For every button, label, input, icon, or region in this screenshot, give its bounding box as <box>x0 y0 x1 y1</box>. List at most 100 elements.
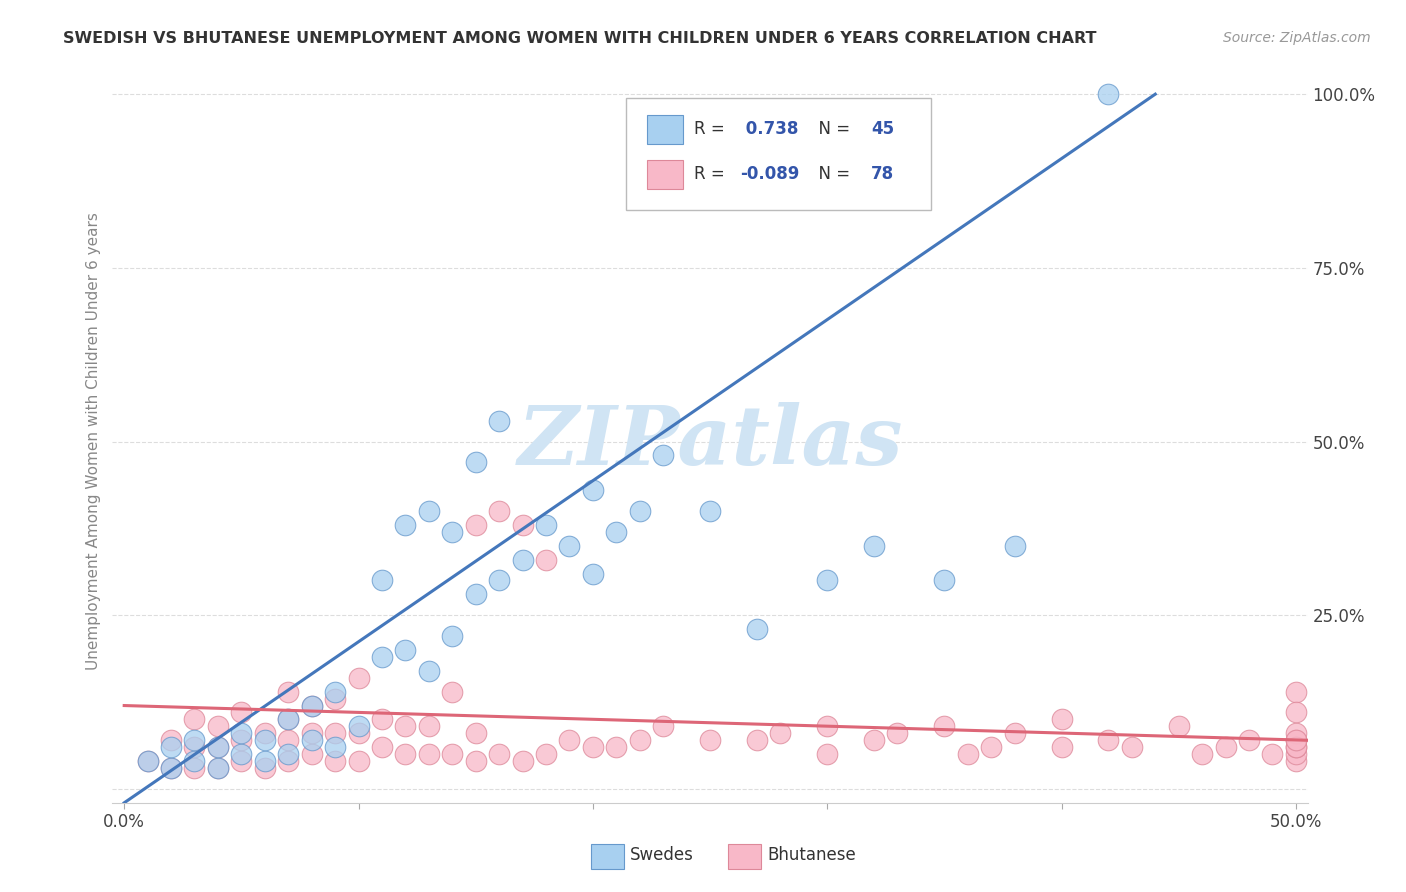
Point <box>464 587 486 601</box>
Point <box>418 747 440 761</box>
Text: Swedes: Swedes <box>630 846 693 863</box>
Point <box>815 747 838 761</box>
Point <box>1215 740 1237 755</box>
Point <box>301 747 323 761</box>
Point <box>534 747 557 761</box>
Point <box>1121 740 1143 755</box>
Point <box>301 698 323 713</box>
Point <box>1285 754 1308 768</box>
Point <box>488 504 510 518</box>
Text: R =: R = <box>695 120 731 138</box>
Point <box>1285 740 1308 755</box>
Point <box>815 719 838 733</box>
Point <box>207 740 229 755</box>
Point <box>394 643 416 657</box>
Point <box>277 713 299 727</box>
Point <box>277 713 299 727</box>
Point <box>488 414 510 428</box>
Point <box>347 726 370 740</box>
Text: -0.089: -0.089 <box>740 165 799 183</box>
Point <box>277 684 299 698</box>
Point <box>323 684 346 698</box>
Point <box>301 733 323 747</box>
Point <box>371 574 394 588</box>
Point <box>394 719 416 733</box>
Text: N =: N = <box>808 120 855 138</box>
Point <box>628 733 651 747</box>
Point <box>418 664 440 678</box>
Point <box>699 504 721 518</box>
Point <box>464 517 486 532</box>
Text: Bhutanese: Bhutanese <box>768 846 856 863</box>
Point <box>464 455 486 469</box>
Point <box>769 726 792 740</box>
Point <box>231 733 253 747</box>
Point <box>160 761 183 775</box>
Point <box>699 733 721 747</box>
Point <box>347 719 370 733</box>
Point <box>371 740 394 755</box>
Point <box>605 524 627 539</box>
Text: SWEDISH VS BHUTANESE UNEMPLOYMENT AMONG WOMEN WITH CHILDREN UNDER 6 YEARS CORREL: SWEDISH VS BHUTANESE UNEMPLOYMENT AMONG … <box>63 31 1097 46</box>
Bar <box>647 160 682 189</box>
Point <box>207 761 229 775</box>
Point <box>323 740 346 755</box>
Point <box>160 740 183 755</box>
Text: 0.738: 0.738 <box>740 120 799 138</box>
Point <box>183 761 205 775</box>
Point <box>1167 719 1189 733</box>
FancyBboxPatch shape <box>627 98 931 211</box>
Point <box>652 719 675 733</box>
Point <box>441 747 464 761</box>
Point <box>512 517 534 532</box>
Point <box>347 754 370 768</box>
Bar <box>647 115 682 144</box>
Point <box>605 740 627 755</box>
Point <box>183 733 205 747</box>
Point <box>863 539 886 553</box>
Point <box>1261 747 1284 761</box>
Point <box>207 761 229 775</box>
Point <box>394 747 416 761</box>
Point <box>1050 713 1073 727</box>
Point <box>1285 747 1308 761</box>
Text: N =: N = <box>808 165 855 183</box>
Point <box>1097 87 1119 102</box>
Point <box>652 449 675 463</box>
Point <box>934 719 956 733</box>
Point <box>301 726 323 740</box>
Point <box>1097 733 1119 747</box>
Point <box>160 733 183 747</box>
Point <box>253 754 276 768</box>
Point <box>323 691 346 706</box>
Bar <box>591 844 624 870</box>
Bar <box>728 844 762 870</box>
Point <box>347 671 370 685</box>
Point <box>207 719 229 733</box>
Point <box>745 622 768 636</box>
Point <box>512 552 534 566</box>
Point <box>582 483 605 498</box>
Point <box>183 740 205 755</box>
Point <box>582 566 605 581</box>
Point <box>980 740 1002 755</box>
Point <box>253 733 276 747</box>
Point <box>231 747 253 761</box>
Point <box>207 740 229 755</box>
Point <box>301 698 323 713</box>
Point <box>512 754 534 768</box>
Point <box>136 754 159 768</box>
Point <box>956 747 979 761</box>
Point <box>183 754 205 768</box>
Point <box>277 754 299 768</box>
Point <box>464 726 486 740</box>
Point <box>582 740 605 755</box>
Text: R =: R = <box>695 165 731 183</box>
Point <box>534 517 557 532</box>
Point <box>1237 733 1260 747</box>
Point <box>886 726 908 740</box>
Point <box>558 539 581 553</box>
Point <box>1191 747 1213 761</box>
Point <box>441 629 464 643</box>
Point <box>371 713 394 727</box>
